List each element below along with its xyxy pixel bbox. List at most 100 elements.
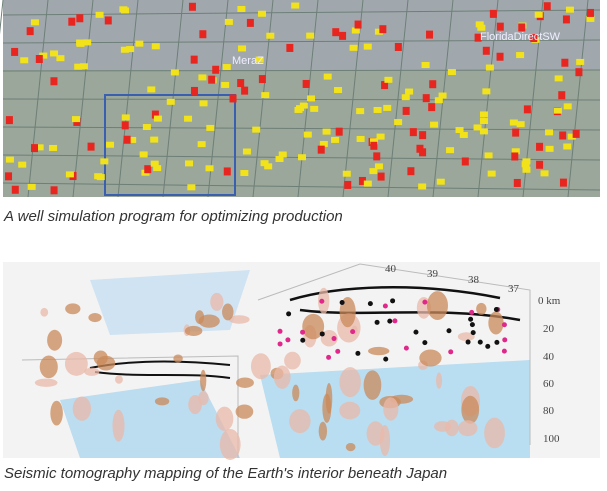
depth-label: 20 <box>543 323 555 335</box>
well-marker <box>307 95 316 102</box>
anomaly <box>222 303 234 321</box>
well-marker <box>151 43 160 50</box>
well-marker <box>294 106 303 113</box>
well-marker <box>96 174 105 181</box>
well-marker <box>381 81 389 90</box>
well-marker <box>303 131 312 138</box>
anomaly <box>236 377 254 388</box>
well-marker <box>83 39 92 46</box>
well-marker <box>513 178 521 187</box>
well-marker <box>496 52 504 61</box>
caption: Seismic tomography mapping of the Earth'… <box>4 465 447 482</box>
well-marker <box>473 124 482 131</box>
well-marker <box>373 152 381 161</box>
anomaly <box>426 291 449 320</box>
well-marker <box>455 127 464 134</box>
well-marker <box>35 55 43 64</box>
well-marker <box>5 116 13 125</box>
well-marker <box>87 142 95 151</box>
map-line <box>2 39 601 44</box>
well-marker <box>377 172 385 181</box>
map-label: MeraZ <box>232 55 264 67</box>
map-label: FloridaDirectSW <box>480 31 561 43</box>
well-marker <box>356 135 365 142</box>
well-marker <box>252 126 261 133</box>
anomaly <box>339 296 356 328</box>
well-marker <box>79 63 88 70</box>
well-marker <box>586 8 594 17</box>
well-marker <box>370 141 378 150</box>
well-marker <box>199 100 208 107</box>
well-marker <box>419 148 427 157</box>
well-marker <box>356 108 365 115</box>
well-marker <box>185 160 194 167</box>
hypocenter <box>286 311 292 317</box>
well-marker <box>576 58 585 65</box>
well-marker <box>238 45 247 52</box>
well-marker <box>106 141 115 148</box>
well-marker <box>27 183 36 190</box>
well-marker <box>523 105 531 114</box>
hypocenter <box>326 354 332 360</box>
well-marker <box>237 5 246 12</box>
well-marker <box>261 92 270 99</box>
hypocenter <box>501 348 507 354</box>
well-marker <box>139 151 148 158</box>
map-line <box>162 0 184 198</box>
anomaly <box>154 397 170 406</box>
well-marker <box>206 124 215 131</box>
hypocenter <box>350 329 356 335</box>
well-marker <box>242 148 251 155</box>
well-marker <box>363 180 372 187</box>
well-marker <box>479 111 488 118</box>
well-marker <box>565 6 574 13</box>
anomaly <box>93 350 108 366</box>
well-marker <box>170 69 179 76</box>
well-marker <box>50 186 58 195</box>
well-marker <box>237 79 245 88</box>
hypocenter <box>485 343 491 349</box>
hypocenter <box>355 350 361 356</box>
hypocenter <box>422 340 428 346</box>
well-marker <box>224 18 233 25</box>
depth-label: 0 km <box>538 295 561 307</box>
anomaly <box>34 378 58 387</box>
well-marker <box>26 27 34 36</box>
well-marker <box>342 170 351 177</box>
well-marker <box>65 171 74 178</box>
well-marker <box>374 28 383 35</box>
well-marker <box>240 170 249 177</box>
anomaly <box>339 401 361 420</box>
anomaly <box>273 365 291 389</box>
well-marker <box>402 106 410 115</box>
hypocenter <box>277 341 283 347</box>
anomaly <box>47 329 63 351</box>
map-line <box>117 0 139 198</box>
anomaly <box>325 383 333 414</box>
hypocenter <box>501 322 507 328</box>
anomaly <box>115 375 123 384</box>
well-marker <box>286 43 294 52</box>
well-marker <box>545 129 554 136</box>
anomaly <box>363 370 382 400</box>
depth-label: 100 <box>543 433 560 445</box>
well-marker <box>482 46 490 55</box>
well-marker <box>530 34 538 43</box>
well-marker <box>401 94 410 101</box>
map-line <box>2 126 601 131</box>
hypocenter <box>470 330 476 336</box>
depth-label: 60 <box>543 378 555 390</box>
well-marker <box>323 73 332 80</box>
well-marker <box>135 40 144 47</box>
well-marker <box>511 148 520 155</box>
well-marker <box>407 167 415 176</box>
well-marker <box>511 152 519 161</box>
well-marker <box>278 151 287 158</box>
well-marker <box>150 136 159 143</box>
well-marker <box>394 119 403 126</box>
well-marker <box>461 157 469 166</box>
well-marker <box>334 87 343 94</box>
well-marker <box>475 21 484 28</box>
well-marker <box>190 55 198 64</box>
well-marker <box>11 47 19 56</box>
